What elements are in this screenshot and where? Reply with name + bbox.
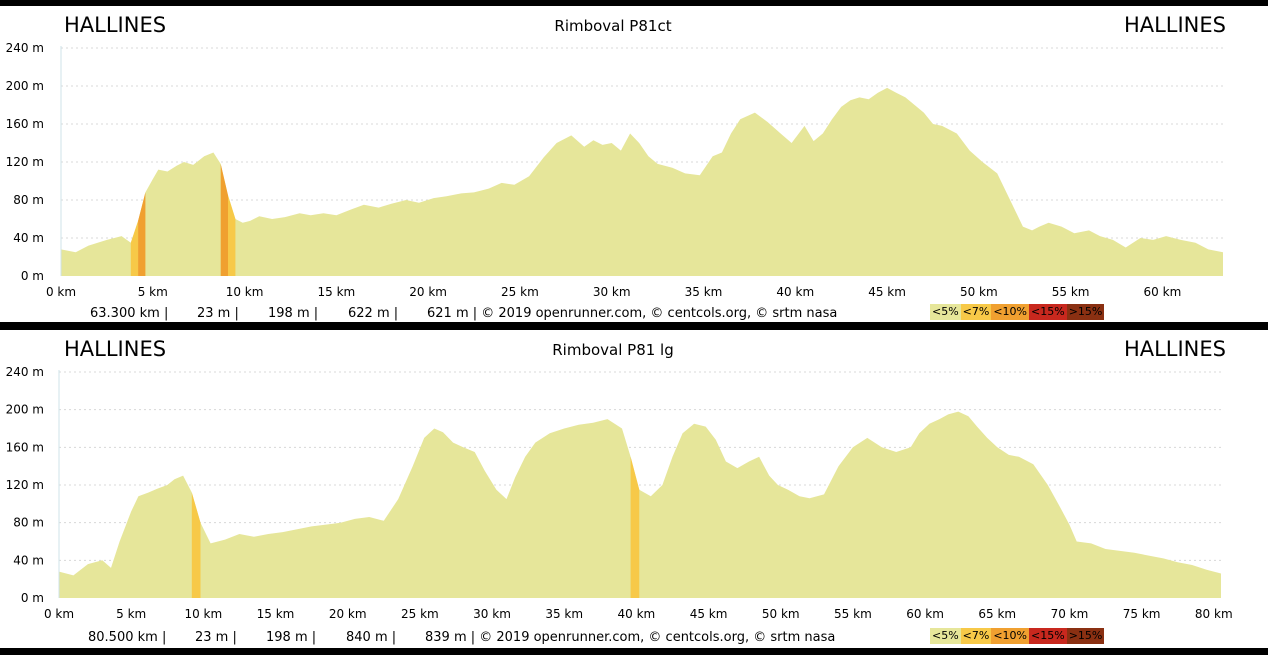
start-label: HALLINES: [64, 337, 167, 361]
legend-lt15: <15%: [1029, 304, 1067, 320]
x-tick-label: 5 km: [116, 607, 146, 621]
stat-descent-credits: 621 m | © 2019 openrunner.com, © centcol…: [427, 306, 838, 321]
x-tick-label: 65 km: [978, 607, 1016, 621]
legend-gt15: >15%: [1066, 304, 1105, 320]
y-tick-label: 160 m: [6, 117, 44, 131]
y-tick-label: 120 m: [6, 478, 44, 492]
stat-max-altitude: 198 m |: [266, 630, 317, 645]
stat-max-altitude: 198 m |: [268, 306, 319, 321]
chart-title: Rimboval P81ct: [554, 17, 672, 35]
y-tick-label: 240 m: [6, 365, 44, 379]
x-tick-label: 40 km: [776, 285, 814, 299]
x-tick-label: 55 km: [834, 607, 872, 621]
stat-ascent: 840 m |: [346, 630, 397, 645]
legend-lt7: <7%: [960, 304, 992, 320]
stat-distance: 80.500 km |: [88, 630, 167, 645]
legend-gt15: >15%: [1066, 628, 1105, 644]
x-tick-label: 30 km: [473, 607, 511, 621]
x-tick-label: 45 km: [690, 607, 728, 621]
legend-lt10: <10%: [991, 304, 1030, 320]
x-tick-label: 75 km: [1123, 607, 1161, 621]
y-tick-label: 80 m: [13, 516, 44, 530]
y-tick-label: 0 m: [21, 591, 44, 605]
y-tick-label: 0 m: [21, 269, 44, 283]
x-tick-label: 25 km: [501, 285, 539, 299]
x-tick-label: 50 km: [762, 607, 800, 621]
elevation-area: [59, 411, 1221, 598]
y-tick-label: 200 m: [6, 403, 44, 417]
x-tick-label: 70 km: [1051, 607, 1089, 621]
x-tick-label: 10 km: [184, 607, 222, 621]
elevation-chart[interactable]: 0 m 40 m 80 m 120 m 160 m 200 m 240 m 0 km 5 km 1…: [0, 330, 1268, 648]
end-label: HALLINES: [1123, 13, 1226, 37]
y-tick-label: 120 m: [6, 155, 44, 169]
y-tick-label: 200 m: [6, 79, 44, 93]
stat-min-altitude: 23 m |: [195, 630, 237, 645]
legend-lt5: <5%: [930, 628, 961, 644]
y-tick-label: 80 m: [13, 193, 44, 207]
elevation-area: [61, 87, 1223, 277]
stat-distance: 63.300 km |: [90, 306, 169, 321]
legend-lt7: <7%: [960, 628, 992, 644]
y-tick-label: 40 m: [13, 231, 44, 245]
stat-min-altitude: 23 m |: [197, 306, 239, 321]
x-tick-label: 15 km: [317, 285, 355, 299]
chart-title: Rimboval P81 lg: [552, 341, 674, 359]
route-stats: 63.300 km | 23 m | 198 m | 622 m | 621 m…: [0, 306, 837, 322]
stat-descent-credits: 839 m | © 2019 openrunner.com, © centcol…: [425, 630, 836, 645]
stat-ascent: 622 m |: [348, 306, 399, 321]
x-tick-label: 55 km: [1052, 285, 1090, 299]
x-tick-label: 80 km: [1195, 607, 1233, 621]
x-tick-label: 60 km: [1144, 285, 1182, 299]
x-tick-label: 0 km: [46, 285, 76, 299]
x-tick-label: 20 km: [409, 285, 447, 299]
route-stats: 80.500 km | 23 m | 198 m | 840 m | 839 m…: [0, 630, 835, 646]
x-tick-label: 40 km: [618, 607, 656, 621]
x-tick-label: 0 km: [44, 607, 74, 621]
steep-segment: [138, 192, 146, 276]
steep-segment: [191, 492, 201, 598]
x-tick-label: 45 km: [868, 285, 906, 299]
legend-lt5: <5%: [930, 304, 961, 320]
legend-lt10: <10%: [991, 628, 1030, 644]
x-tick-label: 35 km: [685, 285, 723, 299]
x-tick-label: 30 km: [593, 285, 631, 299]
slope-legend: <5% <7% <10% <15% >15%: [930, 628, 1105, 644]
y-tick-label: 40 m: [13, 553, 44, 567]
x-tick-label: 25 km: [401, 607, 439, 621]
legend-lt15: <15%: [1029, 628, 1067, 644]
y-tick-label: 240 m: [6, 41, 44, 55]
x-tick-label: 60 km: [906, 607, 944, 621]
slope-legend: <5% <7% <10% <15% >15%: [930, 304, 1105, 320]
steep-segment: [630, 456, 640, 598]
x-tick-label: 50 km: [960, 285, 998, 299]
x-tick-label: 20 km: [329, 607, 367, 621]
steep-segment: [220, 163, 228, 276]
profile-panel-2: HALLINES Rimboval P81 lg HALLINES 0 m 40 …: [0, 330, 1268, 648]
x-tick-label: 35 km: [545, 607, 583, 621]
elevation-chart[interactable]: 0 m 40 m 80 m 120 m 160 m 200 m 240 m 0 km 5 km 1…: [0, 6, 1268, 322]
x-tick-label: 5 km: [138, 285, 168, 299]
x-tick-label: 10 km: [226, 285, 264, 299]
start-label: HALLINES: [64, 13, 167, 37]
profile-panel-1: HALLINES Rimboval P81ct HALLINES 0 m 40 m…: [0, 6, 1268, 322]
steep-segment: [130, 220, 139, 276]
end-label: HALLINES: [1123, 337, 1226, 361]
x-tick-label: 15 km: [257, 607, 295, 621]
y-tick-label: 160 m: [6, 440, 44, 454]
steep-segment: [228, 195, 236, 276]
